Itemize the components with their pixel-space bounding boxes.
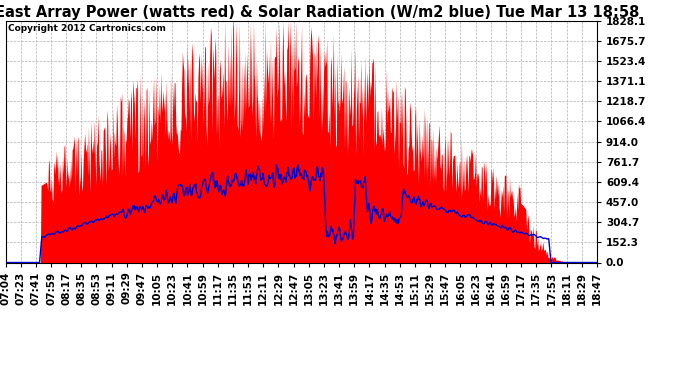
Text: East Array Power (watts red) & Solar Radiation (W/m2 blue) Tue Mar 13 18:58: East Array Power (watts red) & Solar Rad… xyxy=(0,5,640,20)
Text: Copyright 2012 Cartronics.com: Copyright 2012 Cartronics.com xyxy=(8,24,166,33)
